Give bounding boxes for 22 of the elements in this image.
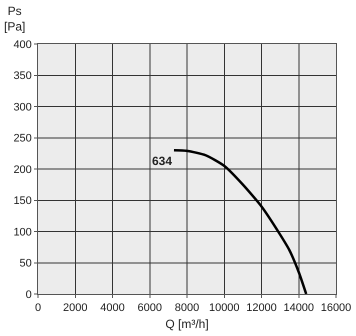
y-tick-label: 100 <box>13 226 32 238</box>
x-tick-label: 10000 <box>208 302 240 314</box>
x-tick-label: 14000 <box>283 302 314 314</box>
x-tick-label: 16000 <box>320 302 352 314</box>
x-tick-label: 6000 <box>138 302 162 314</box>
x-tick-label: 0 <box>34 302 42 314</box>
series-label: 634 <box>152 154 172 168</box>
line-series <box>172 149 308 294</box>
y-tick-label: 400 <box>13 38 32 51</box>
y-axis-title: Ps [Pa] <box>4 4 26 34</box>
y-tick-label: 0 <box>26 288 32 301</box>
x-tick-label: 12000 <box>246 302 277 314</box>
x-axis-title: Q [m³/h] <box>165 317 209 332</box>
x-tick-label: 8000 <box>174 302 200 314</box>
y-tick-label: 350 <box>13 70 32 82</box>
x-tick-label: 4000 <box>100 302 125 314</box>
y-tick-label: 250 <box>13 132 32 145</box>
x-tick-label: 2000 <box>63 302 88 314</box>
y-tick-label: 200 <box>13 164 32 176</box>
y-tick-label: 50 <box>20 258 32 270</box>
y-tick-label: 300 <box>13 101 32 114</box>
y-tick-label: 150 <box>13 195 32 208</box>
